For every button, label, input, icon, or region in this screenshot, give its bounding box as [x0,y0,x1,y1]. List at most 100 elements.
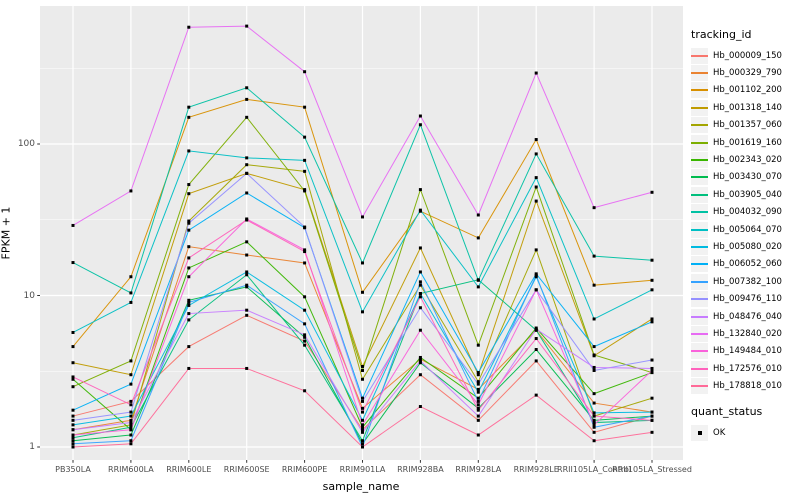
data-point [650,414,654,418]
data-point [361,310,364,314]
data-point [361,428,364,432]
legend-key-line-icon [691,186,708,203]
data-point [71,433,75,437]
data-point [534,152,538,156]
legend-item-Hb_149484_010: Hb_149484_010 [691,343,799,360]
data-point [592,254,596,258]
data-point [361,399,364,403]
data-point [592,418,596,422]
data-point [534,359,538,363]
data-point [534,248,538,252]
data-point [245,366,249,370]
data-point [361,406,364,410]
legend-item-label: Hb_002343_020 [713,155,782,166]
data-point [418,306,422,310]
legend-color-line [691,245,708,248]
data-point [361,377,364,381]
legend-item-Hb_172576_010: Hb_172576_010 [691,360,799,377]
y-tick-label: 10 [23,290,35,301]
data-point [361,439,364,443]
data-point [418,359,422,363]
data-point [129,414,133,418]
data-point [303,308,307,312]
y-axis-title: FPKM + 1 [0,206,13,260]
data-point [361,445,364,449]
legend-item-label: Hb_007382_100 [713,276,782,287]
legend: tracking_id Hb_000009_150 Hb_000329_790 Hb… [691,28,799,441]
legend-color-line [691,141,708,144]
legend-item-label: Hb_132840_020 [713,328,782,339]
data-point [187,245,191,249]
data-point [129,442,133,446]
legend-item-label: Hb_009476_110 [713,294,782,305]
data-point [245,24,249,28]
data-point [418,188,422,192]
data-point [361,430,364,434]
x-tick-label: PB350LA [55,465,91,474]
data-point [361,364,364,368]
legend-item-label: Hb_004032_090 [713,207,782,218]
x-tick-label: RRIM600LA [108,465,154,474]
data-point [592,411,596,415]
data-point [476,406,480,410]
legend-item-label: Hb_006052_060 [713,259,782,270]
data-point [361,396,364,400]
legend-item-label: Hb_001102_200 [713,85,782,96]
data-point [245,218,249,222]
legend-item-Hb_001318_140: Hb_001318_140 [691,99,799,116]
legend-key-line-icon [691,65,708,82]
data-point [534,199,538,203]
data-point [650,396,654,400]
data-point [303,339,307,343]
data-point [592,392,596,396]
data-point [303,389,307,393]
data-point [476,278,480,282]
data-point [187,183,191,187]
data-point [650,366,654,370]
legend-key-line-icon [691,325,708,342]
legend-item-Hb_006052_060: Hb_006052_060 [691,256,799,273]
data-point [129,433,133,437]
data-point [71,330,75,334]
data-point [476,433,480,437]
legend-quant-status: quant_status OK [691,405,799,441]
data-point [476,408,480,412]
data-point [418,295,422,299]
data-point [592,368,596,372]
data-point [592,430,596,434]
data-point [534,138,538,142]
data-point [418,270,422,274]
legend-color-line [691,385,708,388]
legend-item-Hb_001357_060: Hb_001357_060 [691,117,799,134]
legend-item-quant-OK: OK [691,424,799,441]
data-point [187,149,191,153]
data-point [303,158,307,162]
legend-item-Hb_132840_020: Hb_132840_020 [691,325,799,342]
data-point [534,348,538,352]
data-point [476,236,480,240]
legend-item-label: OK [713,427,726,438]
legend-key-line-icon [691,238,708,255]
data-point [71,345,75,349]
y-tick-label: 1 [29,442,35,452]
data-point [129,418,133,422]
legend-item-label: Hb_005064_070 [713,224,782,235]
data-point [476,418,480,422]
legend-item-label: Hb_172576_010 [713,363,782,374]
data-point [245,191,249,195]
data-point [650,418,654,422]
data-point [361,290,364,294]
data-point [476,387,480,391]
data-point [129,373,133,377]
data-point [418,246,422,250]
x-tick-label: RRIM600SE [223,465,270,474]
x-tick-label: RRIM928LE [513,465,559,474]
data-point [129,425,133,429]
legend-key-line-icon [691,99,708,116]
legend-key-line-icon [691,221,708,238]
data-point [650,410,654,414]
legend-item-Hb_000329_790: Hb_000329_790 [691,64,799,82]
data-point [187,366,191,370]
data-point [129,275,133,279]
